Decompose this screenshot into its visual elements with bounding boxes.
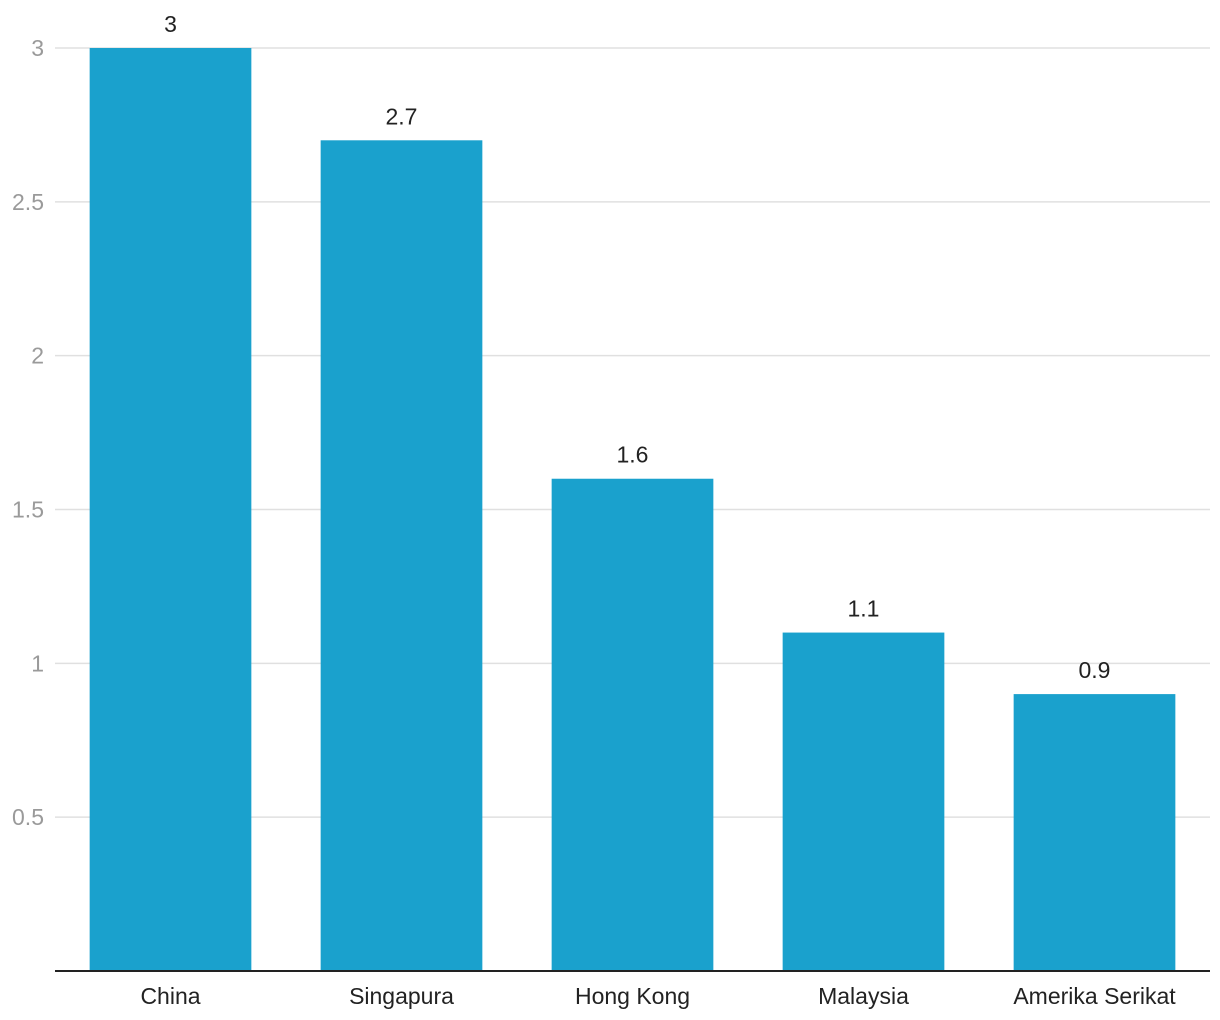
bar [320,140,483,972]
x-tick-label: Hong Kong [575,983,690,1009]
y-tick-label: 2 [31,343,44,369]
x-tick-label: China [140,983,200,1009]
x-tick-label: Singapura [349,983,454,1009]
y-tick-label: 2.5 [12,189,44,215]
data-label: 3 [164,11,177,37]
data-label: 2.7 [386,103,418,129]
bar [551,478,714,971]
y-axis-tick-labels: 0.5 1 1.5 2 2.5 3 [12,35,44,830]
bars [89,48,1176,972]
x-tick-label: Amerika Serikat [1013,983,1176,1009]
bar [1013,694,1176,971]
data-label: 1.1 [848,596,880,622]
data-label: 0.9 [1079,657,1111,683]
data-labels: 3 2.7 1.6 1.1 0.9 [164,11,1110,683]
y-tick-label: 3 [31,35,44,61]
y-tick-label: 1 [31,650,44,676]
x-axis-tick-labels: China Singapura Hong Kong Malaysia Amerika S… [140,983,1176,1009]
y-tick-label: 1.5 [12,497,44,523]
bar [89,48,252,971]
x-tick-label: Malaysia [818,983,909,1009]
y-tick-label: 0.5 [12,804,44,830]
data-label: 1.6 [617,442,649,468]
bar [782,632,945,971]
